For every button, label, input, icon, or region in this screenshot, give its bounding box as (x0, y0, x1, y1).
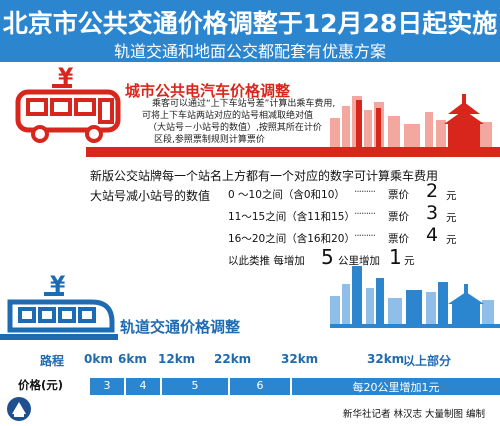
fare-dots-2: ········· (354, 208, 376, 220)
km-mark-1: 6km (118, 352, 147, 366)
fare-dots-3: ········· (354, 230, 376, 242)
fare-price-2: 3 (426, 202, 439, 224)
price-seg-3 (162, 378, 228, 395)
city-skyline-red (330, 94, 492, 150)
subtitle: 轨道交通和地面公交都配套有优惠方案 (113, 42, 386, 61)
city-skyline-blue (330, 266, 500, 328)
yuan-sign-icon: ¥ (58, 65, 74, 90)
fare-unit-2: 元 (446, 212, 457, 224)
price-val-beyond: 每20公里增加1元 (352, 381, 440, 394)
fare-price-1: 2 (426, 180, 439, 202)
price-val-1: 3 (103, 379, 111, 392)
fare-range-1: 0 ～10之间（含0和10） (228, 189, 345, 201)
fare-unit-3: 元 (446, 234, 457, 246)
bus-desc-line-2: 可将上下车站两站对应的站号相减取绝对值 (142, 111, 314, 121)
fare-label-2: 票价 (388, 211, 409, 223)
bus-intro-line: 新版公交站牌每一个站名上方都有一个对应的数字可计算乘车费用 (90, 169, 439, 183)
price-seg-2 (126, 378, 160, 395)
km-mark-2: 12km (158, 352, 196, 366)
fare-range-3: 16～20之间（含16和20） (228, 233, 355, 245)
xinhua-logo-icon (7, 397, 31, 421)
price-seg-1 (90, 378, 124, 395)
extrapolate-prefix: 以此类推 每增加 (228, 255, 305, 267)
price-seg-beyond (292, 378, 500, 395)
bus-desc-line-1: 乘客可以通过“上下车站号差”计算出乘车费用, (152, 99, 336, 109)
km-mark-4: 32km (281, 352, 319, 366)
fare-price-3: 4 (426, 224, 439, 246)
extrapolate-num2: 1 (389, 245, 402, 269)
beyond-label: 以上部分 (403, 354, 452, 368)
distance-label: 路程 (40, 354, 65, 368)
fare-label-1: 票价 (388, 189, 409, 201)
price-val-3: 5 (191, 379, 199, 392)
fare-range-2: 11～15之间（含11和15） (228, 211, 355, 223)
price-val-4: 6 (256, 379, 264, 392)
yuan-sign-icon: ¥ (50, 273, 66, 298)
extrapolate-mid: 公里增加 (338, 255, 380, 267)
bus-section-title: 城市公共电汽车价格调整 (125, 82, 291, 100)
bus-intro-line-2: 大站号减小站号的数值 (90, 189, 211, 203)
fare-dots-1: ········· (354, 186, 376, 198)
price-seg-4 (230, 378, 290, 395)
rail-section-title: 轨道交通价格调整 (120, 318, 241, 336)
price-label: 价格(元) (18, 378, 64, 392)
price-val-2: 4 (139, 379, 147, 392)
main-title: 北京市公共交通价格调整于12月28日起实施 (2, 9, 498, 38)
extrapolate-unit: 元 (404, 255, 415, 267)
km-mark-3: 22km (214, 352, 252, 366)
bus-desc-line-4: 区段,参照票制规则计算票价 (154, 135, 265, 145)
red-divider (86, 147, 500, 157)
train-icon: ¥ (0, 273, 118, 340)
header-banner: 北京市公共交通价格调整于12月28日起实施 轨道交通和地面公交都配套有优惠方案 (0, 0, 500, 62)
fare-label-3: 票价 (388, 233, 409, 245)
bus-icon: ¥ (15, 65, 121, 143)
km-mark-0: 0km (84, 352, 113, 366)
bus-desc-line-3: （大站号－小站号的数值）,按照其所在计价 (148, 123, 322, 133)
credit-line: 新华社记者 林汉志 大量制图 编制 (343, 409, 486, 420)
extrapolate-num1: 5 (321, 245, 334, 269)
fare-unit-1: 元 (446, 190, 457, 202)
km-mark-5: 32km (367, 352, 405, 366)
